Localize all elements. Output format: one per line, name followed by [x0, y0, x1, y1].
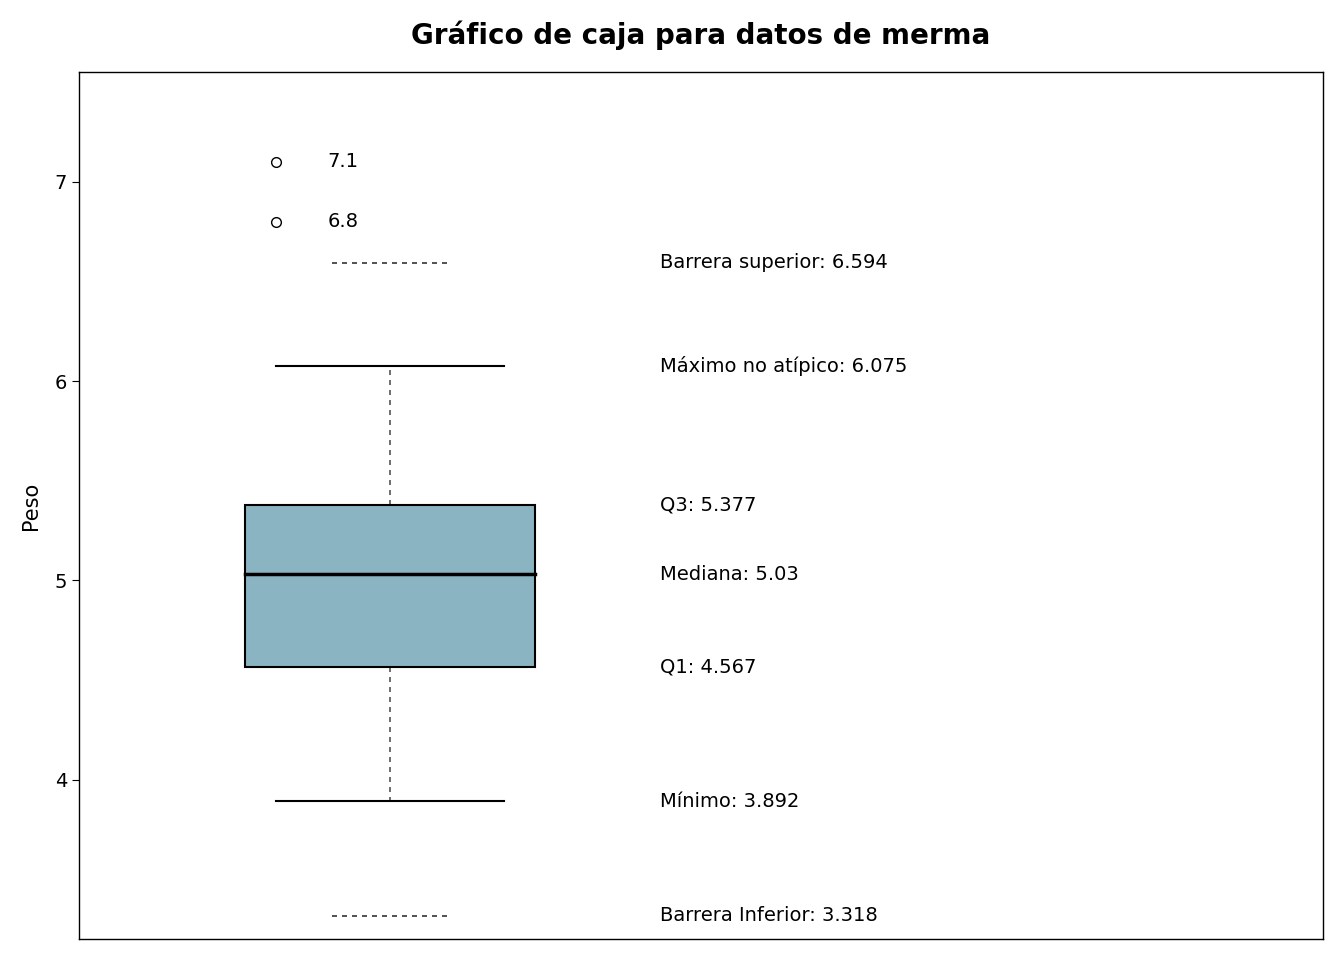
Text: Q1: 4.567: Q1: 4.567 [660, 658, 757, 676]
Text: Mediana: 5.03: Mediana: 5.03 [660, 564, 798, 584]
Text: Mínimo: 3.892: Mínimo: 3.892 [660, 792, 798, 811]
Bar [245, 505, 535, 666]
Title: Gráfico de caja para datos de merma: Gráfico de caja para datos de merma [411, 21, 991, 50]
Text: Máximo no atípico: 6.075: Máximo no atípico: 6.075 [660, 356, 907, 376]
Y-axis label: Peso: Peso [22, 482, 40, 530]
Text: 6.8: 6.8 [328, 212, 359, 231]
Text: Q3: 5.377: Q3: 5.377 [660, 495, 757, 515]
Text: 7.1: 7.1 [328, 153, 359, 171]
Text: Barrera Inferior: 3.318: Barrera Inferior: 3.318 [660, 906, 878, 925]
Text: Barrera superior: 6.594: Barrera superior: 6.594 [660, 253, 887, 273]
